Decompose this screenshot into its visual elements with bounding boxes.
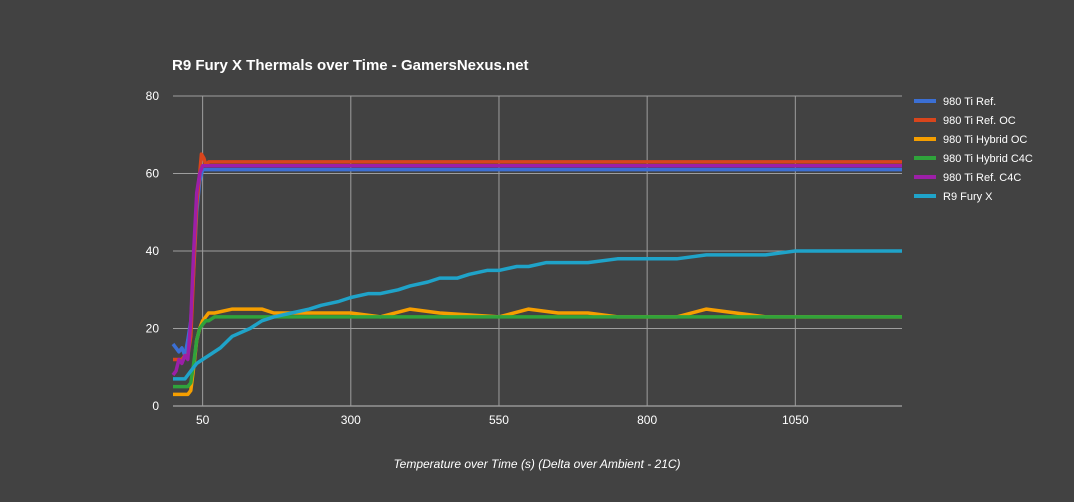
legend-label-980-ti-ref-oc: 980 Ti Ref. OC [943,115,1016,127]
series-line-r9-fury-x [173,249,902,381]
y-tick-label: 80 [146,89,160,103]
y-tick-label: 40 [146,244,160,258]
y-tick-label: 60 [146,167,160,181]
legend-label-980-ti-hybrid-oc: 980 Ti Hybrid OC [943,134,1027,146]
series-line-980-ti-ref [171,167,902,358]
x-tick-label: 50 [196,413,210,427]
y-tick-label: 0 [152,399,159,413]
legend-label-980-ti-ref-c4c: 980 Ti Ref. C4C [943,172,1021,184]
grid [173,95,902,407]
x-tick-label: 550 [489,413,509,427]
x-tick-label: 1050 [782,413,809,427]
x-tick-label: 800 [637,413,657,427]
series-line-980-ti-ref-c4c [171,164,902,377]
x-axis-label: Temperature over Time (s) (Delta over Am… [393,457,680,471]
legend-label-980-ti-hybrid-c4c: 980 Ti Hybrid C4C [943,153,1033,165]
y-tick-label: 20 [146,322,160,336]
legend-label-980-ti-ref: 980 Ti Ref. [943,96,996,108]
series-line-980-ti-hybrid-c4c [173,315,902,389]
series-line-980-ti-hybrid-oc [173,307,902,397]
axes: 0 20 40 60 80 50 300 550 800 1050 [146,89,809,427]
legend-label-r9-fury-x: R9 Fury X [943,191,993,203]
chart-title: R9 Fury X Thermals over Time - GamersNex… [172,57,529,74]
plot-area [171,152,902,397]
x-tick-label: 300 [341,413,361,427]
legend: 980 Ti Ref. 980 Ti Ref. OC 980 Ti Hybrid O… [914,96,1033,203]
